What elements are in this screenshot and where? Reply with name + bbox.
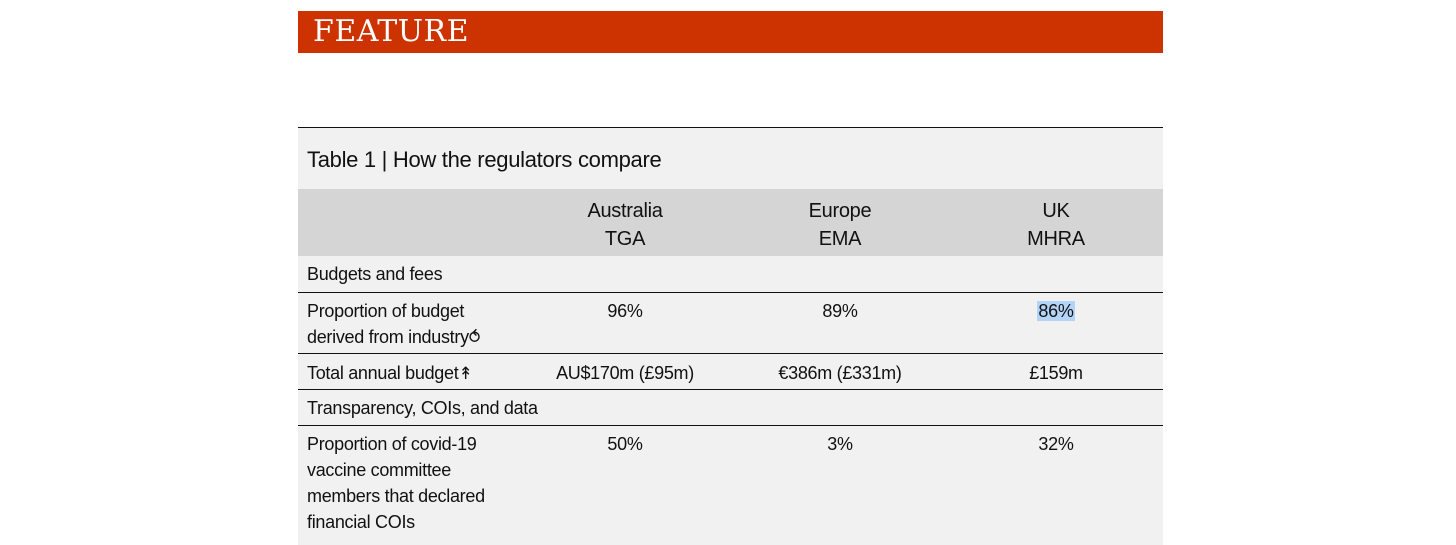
- row-label-text: Total annual budget: [307, 363, 459, 383]
- section-heading-budgets: Budgets and fees: [307, 264, 443, 284]
- column-header-europe: Europe EMA: [732, 197, 948, 253]
- cell-europe-committee-cois: 3%: [827, 434, 853, 454]
- cell-uk-committee-cois: 32%: [1038, 434, 1074, 454]
- cell-europe-budget-proportion: 89%: [822, 301, 858, 321]
- table-title: Table 1 | How the regulators compare: [307, 147, 662, 172]
- row-divider: [298, 389, 1163, 390]
- cell-europe-total-budget: €386m (£331m): [778, 363, 902, 383]
- column-header-agency: EMA: [818, 228, 862, 250]
- row-label-total-budget: Total annual budget↟: [307, 360, 512, 387]
- feature-label: FEATURE: [313, 14, 470, 49]
- cell-australia-total-budget: AU$170m (£95m): [556, 363, 694, 383]
- footnote-mark-icon: ↟: [458, 364, 473, 384]
- row-label-text: Proportion of budget derived from indust…: [307, 301, 469, 347]
- column-header-country: Australia: [587, 200, 663, 222]
- cell-uk-budget-proportion: 86%: [948, 298, 1164, 324]
- column-header-agency: MHRA: [1027, 228, 1085, 250]
- cell-australia-committee-cois: 50%: [607, 434, 643, 454]
- regulators-table: Table 1 | How the regulators compare Aus…: [298, 127, 1163, 545]
- row-label-budget-proportion: Proportion of budget derived from indust…: [307, 298, 512, 351]
- cell-australia-budget-proportion: 96%: [607, 301, 643, 321]
- section-heading-transparency: Transparency, COIs, and data: [307, 398, 538, 418]
- row-divider: [298, 353, 1163, 354]
- cell-uk-total-budget: £159m: [1029, 363, 1083, 383]
- column-header-australia: Australia TGA: [517, 197, 733, 253]
- feature-banner: FEATURE: [298, 11, 1163, 53]
- row-label-committee-cois: Proportion of covid-19 vaccine committee…: [307, 434, 485, 532]
- column-header-agency: TGA: [604, 228, 646, 250]
- column-header-uk: UK MHRA: [948, 197, 1164, 253]
- column-header-country: UK: [1042, 200, 1070, 222]
- footnote-mark-icon: ⥀: [468, 328, 481, 348]
- table-header-row: Australia TGA Europe EMA UK MHRA: [298, 189, 1163, 256]
- row-divider: [298, 292, 1163, 293]
- row-divider: [298, 425, 1163, 426]
- column-header-country: Europe: [808, 200, 872, 222]
- selected-text[interactable]: 86%: [1037, 301, 1075, 321]
